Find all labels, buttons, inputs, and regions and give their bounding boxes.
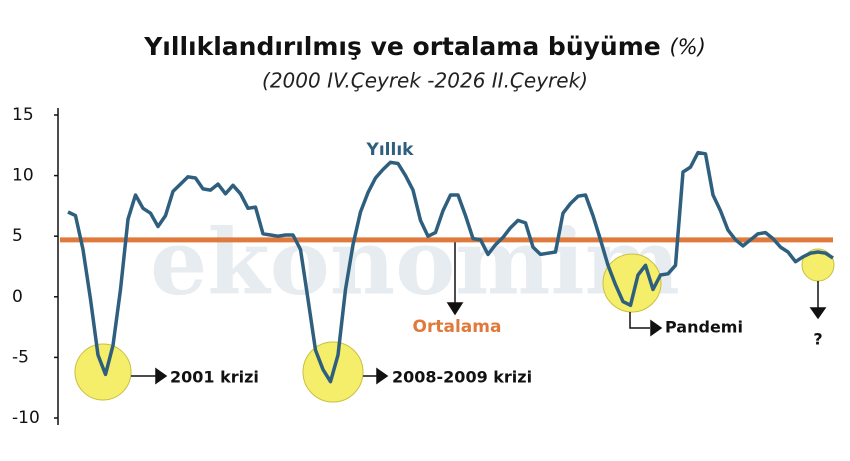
- arrow-head: [650, 319, 663, 337]
- y-tick-label: 0: [12, 287, 23, 307]
- chart-title: Yıllıklandırılmış ve ortalama büyüme (%): [143, 32, 706, 61]
- y-tick-label: -5: [12, 347, 29, 367]
- arrow-head: [809, 307, 827, 320]
- series-label: Yıllık: [366, 140, 415, 160]
- y-tick-label: 15: [12, 105, 34, 125]
- annotation: 2008-2009 krizi: [392, 368, 532, 387]
- arrow-head: [446, 302, 464, 316]
- chart-subtitle: (2000 IV.Çeyrek -2026 II.Çeyrek): [262, 69, 588, 93]
- watermark: ekonomim: [150, 210, 680, 316]
- arrow: [629, 312, 650, 329]
- y-tick-label: -10: [12, 408, 40, 428]
- annotation: 2001 krizi: [170, 368, 259, 387]
- arrow-head: [376, 367, 389, 385]
- arrow-head: [155, 367, 168, 385]
- annotation: Pandemi: [665, 318, 743, 337]
- arrows: [131, 240, 827, 385]
- y-tick-label: 10: [12, 166, 34, 186]
- average-label: Ortalama: [413, 317, 502, 337]
- annotation: ?: [813, 330, 822, 349]
- y-tick-label: 5: [12, 226, 23, 246]
- series-line: [67, 150, 834, 384]
